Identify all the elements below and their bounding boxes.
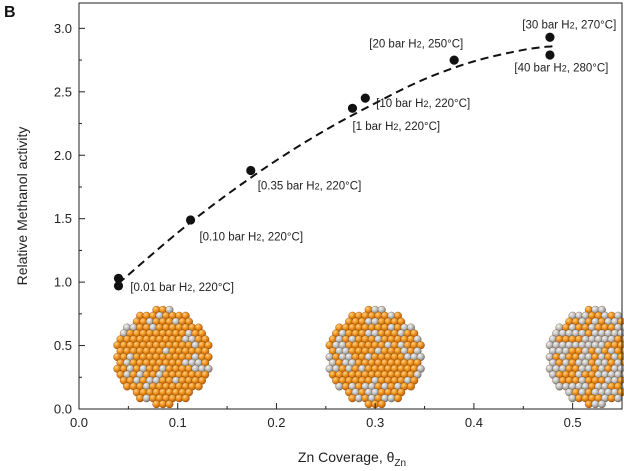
point-annotation: [0.10 bar H2, 220°C] [199,231,303,243]
zn-atom [416,353,425,361]
x-tick-label: 0.0 [70,415,88,430]
plot-frame [78,2,623,410]
data-point [347,103,358,113]
x-tick-label: 0.1 [169,415,187,430]
data-point [246,165,256,176]
point-annotation: [40 bar H2, 280°C] [514,63,608,75]
point-annotation: [1 bar H2, 220°C] [352,121,440,133]
cu-atom [377,400,386,409]
x-tick-label: 0.3 [366,415,384,430]
nanoparticle [325,305,425,409]
y-tick-label: 0.5 [54,338,72,353]
cu-atom [406,382,415,391]
cu-atom [397,388,406,397]
x-tick-label: 0.2 [267,415,285,430]
cu-atom [416,341,425,350]
nanoparticle [113,305,213,409]
y-tick-label: 1.5 [54,211,72,226]
data-point [185,215,196,225]
cu-atom [165,400,174,409]
nanoparticle-images [113,305,624,409]
x-tick-label: 0.5 [564,415,582,430]
cu-atom [184,388,193,397]
nanoparticle [545,305,624,409]
fit-curve [117,45,554,285]
zn-atom [416,364,425,373]
data-point [360,93,370,103]
point-annotation: [30 bar H2, 270°C] [522,19,616,31]
data-point [545,32,555,42]
data-point [113,273,124,283]
cu-atom [181,394,190,403]
cu-atom [194,382,203,391]
y-axis-title: Relative Methanol activity [14,127,30,286]
cu-atom [393,394,402,403]
point-annotation: [0.01 bar H2, 220°C] [130,282,234,294]
y-axis: 0.0 0.5 1.0 1.5 2.0 2.5 3.0 [54,21,85,417]
cu-atom [197,376,206,385]
zn-atom [614,394,623,403]
cu-atom [410,376,419,385]
x-axis: 0.0 0.1 0.2 0.3 0.4 0.5 [70,403,582,430]
point-annotation: [20 bar H2, 250°C] [369,38,463,50]
cu-atom [204,353,213,361]
zn-atom [204,364,213,373]
y-tick-label: 0.0 [54,402,72,417]
panel-label: B [4,4,16,21]
point-annotation: [0.35 bar H2, 220°C] [258,181,362,193]
zn-atom [597,400,606,409]
y-tick-label: 1.0 [54,275,72,290]
data-point [113,281,124,291]
y-tick-label: 2.5 [54,84,72,99]
cu-atom [204,341,213,350]
x-axis-title: Zn Coverage, θZn [298,449,406,469]
data-point [545,50,555,60]
y-tick-label: 2.0 [54,148,72,163]
point-annotation: [10 bar H2, 220°C] [376,98,470,110]
data-points [113,32,555,291]
data-point [449,55,459,65]
y-tick-label: 3.0 [54,21,72,36]
x-tick-label: 0.4 [465,415,483,430]
annotations: [0.01 bar H2, 220°C] [0.10 bar H2, 220°C]… [130,19,616,294]
